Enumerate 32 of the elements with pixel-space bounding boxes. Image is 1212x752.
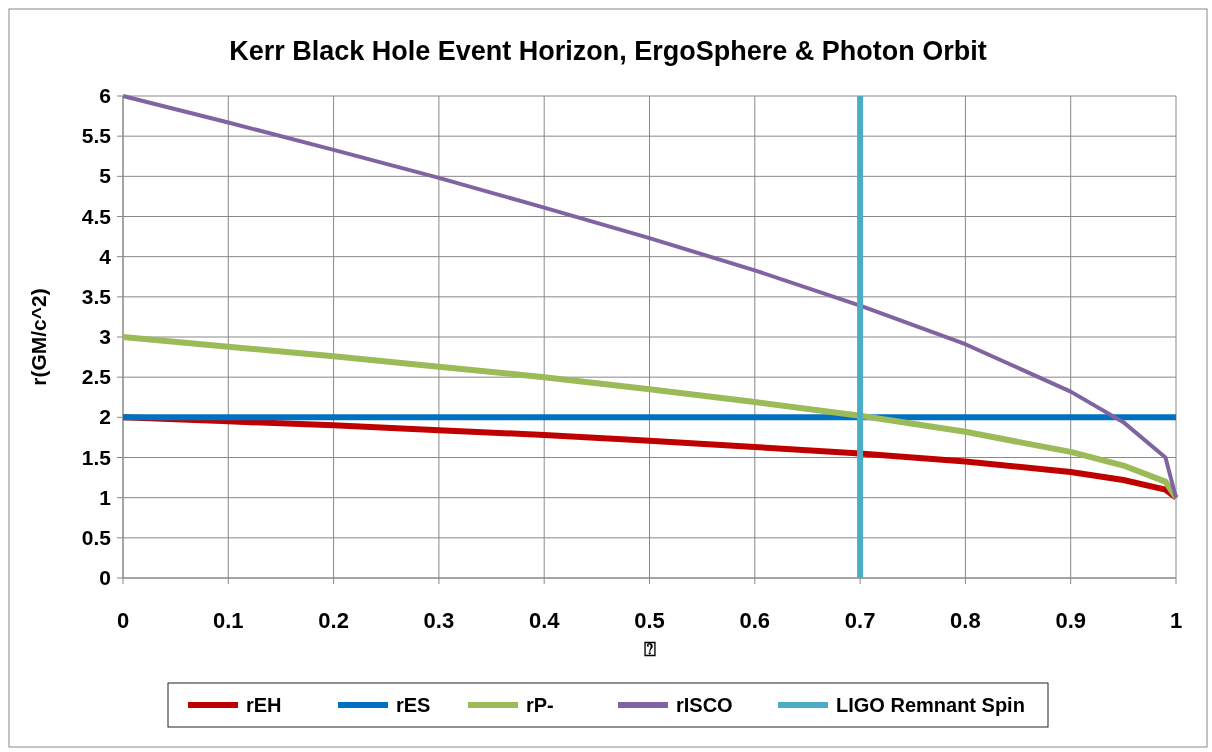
- x-tick-label: 0.6: [739, 608, 771, 633]
- x-tick-label: 0.8: [950, 608, 981, 633]
- legend-label: rP-: [526, 694, 554, 716]
- y-tick-label: 2: [99, 405, 111, 429]
- y-tick-label: 1.5: [81, 445, 112, 469]
- x-tick-label: 0.1: [213, 608, 244, 633]
- x-tick-label: 0.3: [423, 608, 455, 633]
- legend-label: rEH: [246, 694, 282, 716]
- y-axis-title: r(GM/c^2): [27, 288, 50, 386]
- y-tick-label: 5.5: [81, 124, 112, 148]
- y-tick-label: 6: [99, 84, 111, 107]
- y-tick-label: 5: [99, 164, 112, 188]
- x-tick-label: 0.9: [1055, 608, 1086, 633]
- x-tick-label: 0.4: [528, 608, 561, 633]
- y-tick-label: 1: [99, 485, 112, 509]
- y-tick-label: 0: [99, 566, 111, 589]
- x-axis-title: ⍰: [643, 638, 656, 660]
- legend-label: rISCO: [676, 694, 733, 716]
- y-tick-label: 4: [99, 244, 112, 268]
- y-tick-label: 3.5: [81, 284, 112, 308]
- y-tick-label: 0.5: [81, 525, 112, 549]
- y-tick-label: 3: [99, 325, 111, 348]
- x-tick-label: 0: [116, 608, 130, 633]
- y-tick-label: 2.5: [81, 365, 112, 389]
- y-tick-label: 4.5: [81, 204, 112, 228]
- legend-label: rES: [396, 694, 431, 716]
- legend-label: LIGO Remnant Spin: [836, 694, 1025, 716]
- chart-title: Kerr Black Hole Event Horizon, ErgoSphere & Photon Orbit: [229, 36, 987, 66]
- x-tick-label: 0.2: [318, 608, 349, 633]
- x-tick-label: 0.5: [634, 608, 665, 633]
- x-tick-label: 0.7: [844, 608, 876, 633]
- x-tick-label: 1: [1169, 608, 1183, 633]
